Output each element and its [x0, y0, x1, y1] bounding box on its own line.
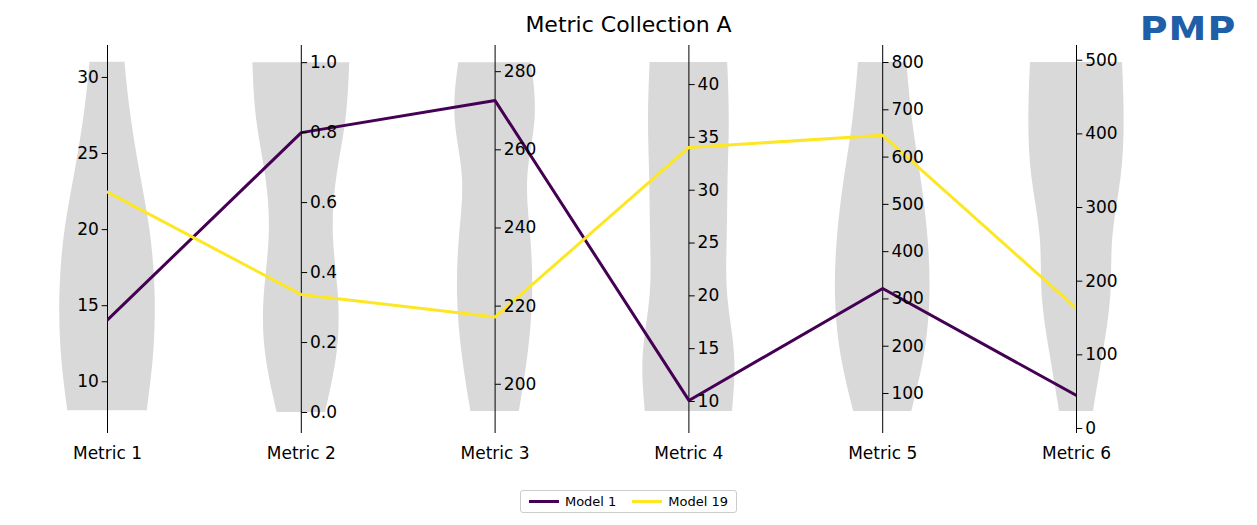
html-text:Model 1: Model 1	[564, 494, 617, 509]
svg-text:400: 400	[891, 241, 923, 261]
svg-text:Metric 2: Metric 2	[267, 443, 336, 463]
svg-text:40: 40	[698, 74, 720, 94]
svg-text:500: 500	[1085, 50, 1117, 70]
svg-text:100: 100	[1085, 344, 1117, 364]
svg-text:0.8: 0.8	[310, 122, 337, 142]
svg-text:0.2: 0.2	[310, 332, 337, 352]
html-text:Metric Collection A: Metric Collection A	[525, 12, 732, 37]
svg-text:260: 260	[504, 139, 536, 159]
svg-text:15: 15	[698, 338, 720, 358]
svg-text:600: 600	[891, 147, 923, 167]
svg-text:Metric 6: Metric 6	[1042, 443, 1111, 463]
svg-text:Metric 4: Metric 4	[654, 443, 723, 463]
svg-text:0: 0	[1085, 418, 1096, 438]
svg-text:500: 500	[891, 194, 923, 214]
svg-text:300: 300	[891, 288, 923, 308]
svg-text:Metric 1: Metric 1	[73, 443, 142, 463]
svg-text:30: 30	[698, 180, 720, 200]
svg-text:0.6: 0.6	[310, 192, 337, 212]
svg-text:100: 100	[891, 383, 923, 403]
svg-text:10: 10	[77, 371, 99, 391]
svg-text:Metric 3: Metric 3	[461, 443, 530, 463]
html-text:PMP: PMP	[1139, 8, 1237, 52]
svg-text:700: 700	[891, 99, 923, 119]
svg-text:Metric 5: Metric 5	[848, 443, 917, 463]
svg-text:300: 300	[1085, 197, 1117, 217]
svg-text:200: 200	[891, 336, 923, 356]
svg-text:240: 240	[504, 217, 536, 237]
svg-text:0.0: 0.0	[310, 402, 337, 422]
html-text:PCMDI: PCMDI	[1171, 50, 1205, 60]
svg-text:280: 280	[504, 61, 536, 81]
html-text:Model 19: Model 19	[668, 494, 729, 509]
svg-text:25: 25	[698, 232, 720, 252]
svg-text:25: 25	[77, 143, 99, 163]
svg-text:0.4: 0.4	[310, 262, 337, 282]
svg-text:30: 30	[77, 67, 99, 87]
svg-text:20: 20	[698, 285, 720, 305]
svg-text:200: 200	[504, 374, 536, 394]
svg-text:400: 400	[1085, 123, 1117, 143]
svg-text:200: 200	[1085, 271, 1117, 291]
svg-text:1.0: 1.0	[310, 52, 337, 72]
svg-text:15: 15	[77, 295, 99, 315]
html-text:Metrics Package: Metrics Package	[1146, 61, 1230, 71]
svg-text:800: 800	[891, 52, 923, 72]
svg-text:35: 35	[698, 127, 720, 147]
svg-text:220: 220	[504, 296, 536, 316]
svg-text:20: 20	[77, 219, 99, 239]
svg-text:10: 10	[698, 391, 720, 411]
